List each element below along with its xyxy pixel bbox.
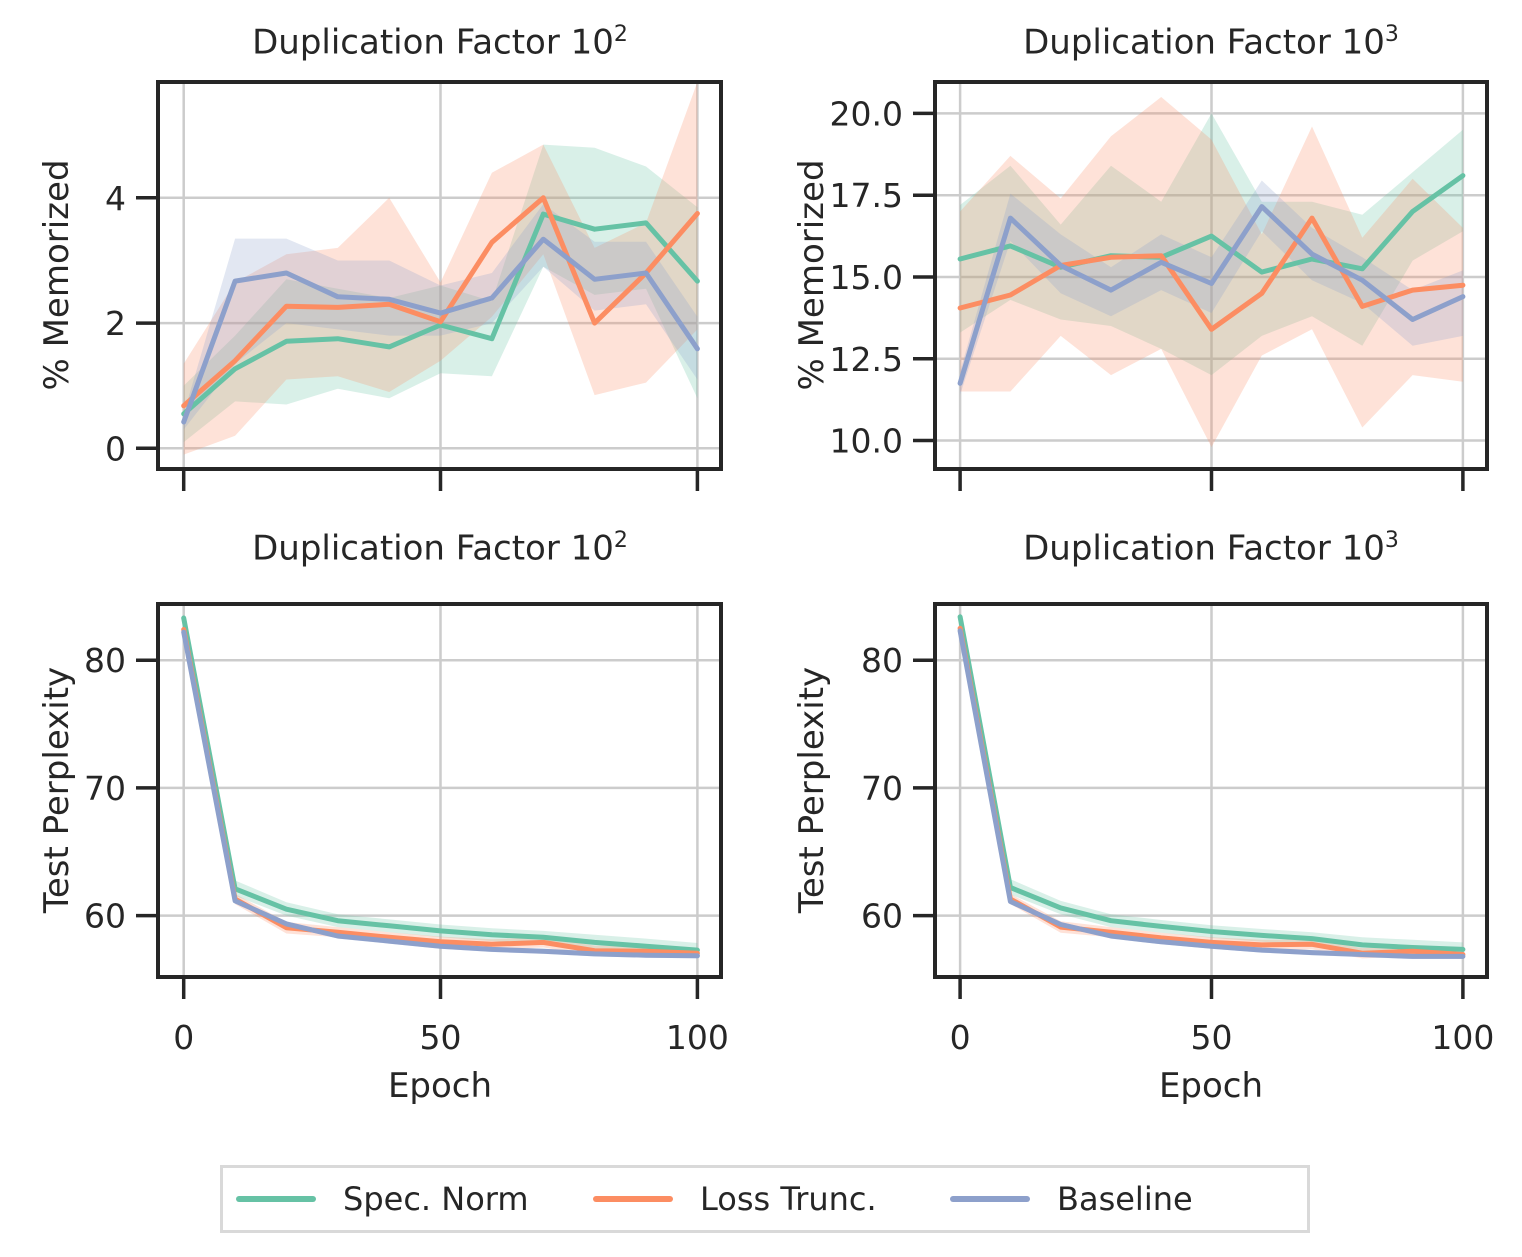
chart-title-bottom-right: Duplication Factor 103 <box>1023 528 1399 568</box>
chart-title-exponent: 3 <box>1384 22 1399 47</box>
confidence-band-spec-norm <box>960 113 1463 376</box>
chart-title-text: Duplication Factor 10 <box>252 528 614 569</box>
legend: Spec. Norm Loss Trunc. Baseline <box>220 1165 1310 1233</box>
y-tick-label: 80 <box>861 641 903 680</box>
series-line-baseline <box>957 628 1466 959</box>
plot-spines <box>156 602 723 979</box>
y-tick-label: 20.0 <box>830 94 903 133</box>
x-tick-label: 100 <box>666 1018 729 1057</box>
x-tick-label: 100 <box>1431 1018 1494 1057</box>
legend-item-baseline: Baseline <box>950 1180 1307 1218</box>
series-line-spec-norm <box>957 614 1466 952</box>
legend-label: Baseline <box>1057 1180 1193 1218</box>
series-line-baseline <box>957 204 1466 386</box>
series-line-loss-trunc <box>181 195 700 409</box>
series-line-spec-norm <box>957 173 1466 275</box>
subplot-bottom-right: 0 50 100 60 70 80 <box>861 602 1494 1057</box>
y-axis-label-top-left: % Memorized <box>37 159 77 391</box>
chart-title-text: Duplication Factor 10 <box>252 22 614 63</box>
subplot-top-left: 0 2 4 <box>105 80 723 491</box>
y-tick-label: 70 <box>84 769 126 808</box>
legend-label: Loss Trunc. <box>700 1180 877 1218</box>
y-tick-label: 15.0 <box>830 258 903 297</box>
x-tick-label: 0 <box>950 1018 971 1057</box>
y-tick-label: 12.5 <box>830 340 903 379</box>
legend-line-sample-baseline <box>950 1196 1030 1202</box>
y-tick-label: 4 <box>105 179 126 218</box>
y-tick-label: 60 <box>861 897 903 936</box>
legend-item-loss-trunc: Loss Trunc. <box>593 1180 950 1218</box>
confidence-band-loss-trunc <box>183 82 698 455</box>
series-line-baseline <box>181 629 700 959</box>
chart-title-top-right: Duplication Factor 103 <box>1023 22 1399 62</box>
y-tick-label: 2 <box>105 304 126 343</box>
chart-title-top-left: Duplication Factor 102 <box>252 22 628 62</box>
y-axis-label-bottom-right: Test Perplexity <box>792 666 832 914</box>
legend-line-sample-spec-norm <box>236 1196 316 1202</box>
legend-item-spec-norm: Spec. Norm <box>236 1180 593 1218</box>
x-axis-label-bottom-left: Epoch <box>387 1066 493 1106</box>
chart-title-bottom-left: Duplication Factor 102 <box>252 528 628 568</box>
y-tick-label: 10.0 <box>830 422 903 461</box>
y-tick-label: 70 <box>861 769 903 808</box>
chart-title-text: Duplication Factor 10 <box>1023 22 1385 63</box>
y-tick-label: 60 <box>84 897 126 936</box>
y-axis-label-top-right: % Memorized <box>792 159 832 391</box>
x-axis-label-bottom-right: Epoch <box>1158 1066 1264 1106</box>
chart-title-exponent: 2 <box>613 22 628 47</box>
y-tick-label: 80 <box>84 641 126 680</box>
chart-title-exponent: 2 <box>613 528 628 553</box>
confidence-band-spec-norm <box>183 144 698 443</box>
x-tick-label: 0 <box>173 1018 194 1057</box>
series-line-spec-norm <box>181 211 700 417</box>
plot-spines <box>933 602 1489 979</box>
subplot-top-right: 10.0 12.5 15.0 17.5 20.0 <box>830 80 1489 491</box>
legend-line-sample-loss-trunc <box>593 1196 673 1202</box>
x-tick-label: 50 <box>420 1018 462 1057</box>
chart-title-exponent: 3 <box>1384 528 1399 553</box>
series-line-loss-trunc <box>957 215 1466 332</box>
plot-spines <box>933 80 1489 471</box>
y-tick-label: 0 <box>105 429 126 468</box>
series-line-spec-norm <box>181 615 700 953</box>
x-tick-label: 50 <box>1191 1018 1233 1057</box>
y-axis-label-bottom-left: Test Perplexity <box>37 666 77 914</box>
series-line-baseline <box>181 236 700 425</box>
y-tick-label: 17.5 <box>830 176 903 215</box>
confidence-band-baseline <box>960 180 1463 395</box>
subplot-bottom-left: 0 50 100 60 70 80 <box>84 602 729 1057</box>
plot-spines <box>156 80 723 471</box>
chart-title-text: Duplication Factor 10 <box>1023 528 1385 569</box>
confidence-band-loss-trunc <box>960 97 1463 448</box>
legend-label: Spec. Norm <box>343 1180 529 1218</box>
